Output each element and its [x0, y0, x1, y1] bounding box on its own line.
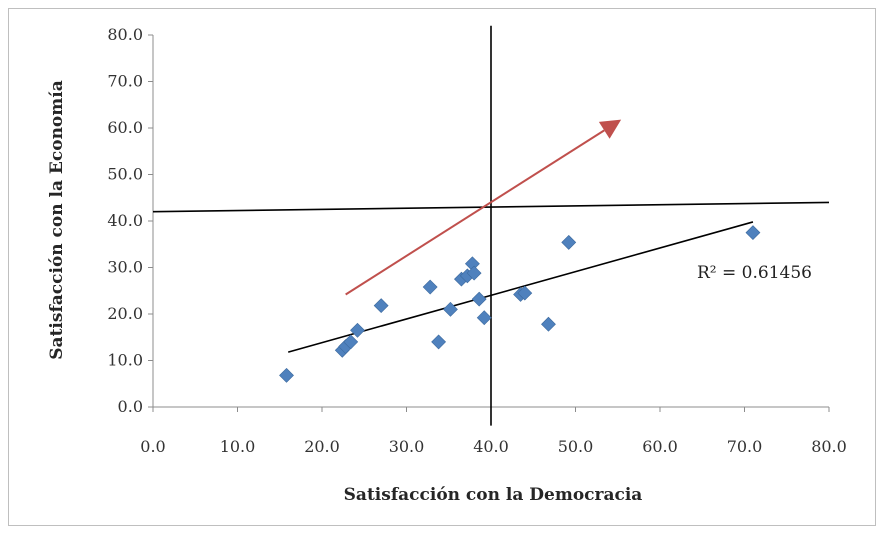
- data-point: [350, 322, 365, 338]
- y-axis-title: Satisfacción con la Economía: [47, 80, 67, 359]
- data-point: [471, 291, 487, 307]
- data-point: [541, 316, 556, 332]
- x-tick-label: 50.0: [558, 437, 594, 456]
- x-tick-label: 80.0: [811, 437, 847, 456]
- y-tick-label: 10.0: [107, 351, 143, 370]
- data-point: [466, 265, 482, 281]
- axes: 0.0 10.0 20.0 30.0 40.0 50.0 60.0 70.0 80.0 0.0 10…: [107, 25, 846, 456]
- data-point: [422, 279, 438, 295]
- data-point: [443, 301, 458, 317]
- y-tick-label: 40.0: [107, 211, 143, 230]
- data-point: [431, 334, 447, 350]
- y-tick-label: 20.0: [107, 304, 143, 323]
- trend-arrow-head: [598, 119, 622, 139]
- horizontal-quadrant-line: [152, 201, 830, 213]
- y-tick-label: 50.0: [107, 165, 143, 184]
- x-tick-label: 10.0: [220, 437, 256, 456]
- x-axis-title: Satisfacción con la Democracia: [344, 485, 643, 505]
- y-tick-label: 30.0: [107, 258, 143, 277]
- x-tick-label: 20.0: [304, 437, 340, 456]
- data-points: [279, 225, 761, 383]
- x-tick-label: 30.0: [389, 437, 425, 456]
- trendline: [287, 221, 754, 353]
- r-squared-label: R² = 0.61456: [697, 263, 812, 283]
- y-tick-label: 60.0: [107, 118, 143, 137]
- data-point: [561, 234, 577, 250]
- x-tick-label: 60.0: [642, 437, 678, 456]
- y-tick-label: 70.0: [107, 72, 143, 91]
- y-tick-label: 0.0: [118, 397, 143, 416]
- x-tick-label: 0.0: [140, 437, 165, 456]
- data-point: [279, 367, 294, 383]
- data-point: [476, 310, 492, 326]
- x-tick-label: 40.0: [473, 437, 509, 456]
- data-point: [517, 285, 533, 301]
- data-point: [745, 225, 761, 241]
- trend-arrow-line: [345, 129, 605, 296]
- data-point: [373, 298, 389, 314]
- annotation-lines: [152, 25, 830, 426]
- x-tick-label: 70.0: [727, 437, 763, 456]
- data-point: [343, 334, 359, 350]
- y-tick-label: 80.0: [107, 25, 143, 44]
